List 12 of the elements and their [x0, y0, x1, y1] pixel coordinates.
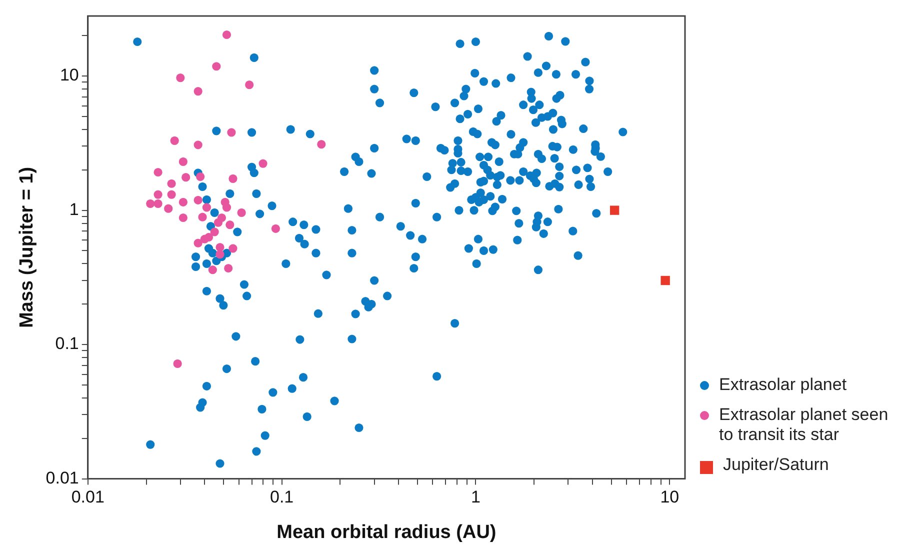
x-tick-label: 0.1 [270, 488, 294, 507]
y-tick-label: 0.01 [46, 468, 79, 488]
x-tick-label: 1 [470, 488, 480, 507]
legend-label: Jupiter/Saturn [723, 455, 829, 475]
y-axis-title: Mass (Jupiter = 1) [16, 166, 38, 328]
x-axis-title: Mean orbital radius (AU) [276, 522, 496, 543]
legend-label: Extrasolar planet [719, 375, 847, 395]
y-tick-label: 1 [69, 200, 79, 219]
y-tick-label: 0.1 [55, 334, 79, 354]
legend-label: Extrasolar planet seen to transit its star [719, 405, 890, 445]
x-tick-label: 10 [660, 488, 680, 507]
y-tick-label: 10 [60, 66, 79, 85]
